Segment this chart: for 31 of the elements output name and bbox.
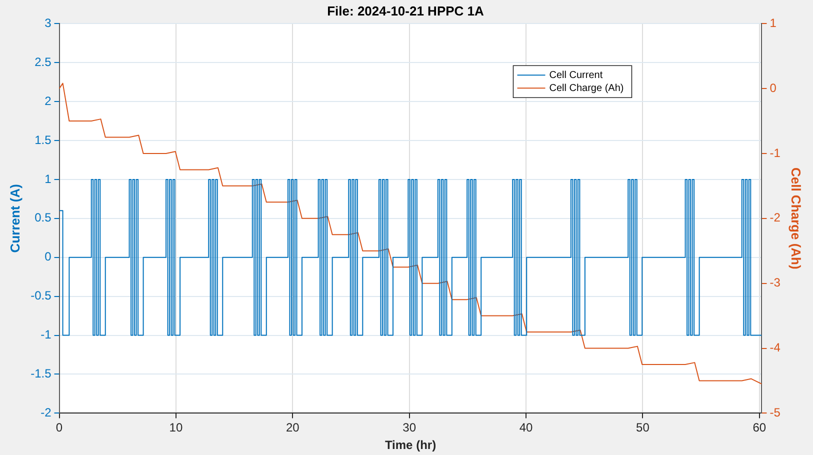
y-tick-label: -1 [40,328,52,342]
y-tick-label: 0 [44,250,52,264]
x-tick-label: 60 [752,420,766,435]
x-axis-title: Time (hr) [384,438,436,452]
x-tick-label: 50 [636,420,650,435]
y2-tick-label: -4 [770,340,781,355]
y-tick-label: -0.5 [30,288,52,303]
y-tick-label: 2.5 [34,54,52,69]
y-tick-label: -2 [40,406,52,420]
y-tick-label: 3 [44,16,52,30]
y-tick-label: 0.5 [34,210,52,225]
y2-tick-label: -5 [770,406,781,420]
legend-label: Cell Charge (Ah) [549,82,624,94]
y2-axis-title: Cell Charge (Ah) [788,167,804,270]
y2-tick-label: -2 [770,210,781,225]
x-tick-label: 20 [286,420,300,435]
x-tick-label: 10 [169,420,183,435]
x-tick-label: 30 [402,420,416,435]
y2-tick-label: -3 [770,276,781,290]
x-tick-label: 0 [56,420,63,435]
y-axis-title: Current (A) [7,184,22,253]
y2-tick-label: 0 [770,80,777,95]
y-tick-label: 2 [44,94,52,108]
y2-tick-label: -1 [770,146,781,160]
legend-label: Cell Current [549,70,603,81]
y-tick-label: -1.5 [30,366,52,381]
x-tick-label: 40 [519,420,534,435]
y-tick-label: 1.5 [34,132,52,147]
y2-tick-label: 1 [770,16,777,30]
y-tick-label: 1 [44,172,52,186]
chart-title: File: 2024-10-21 HPPC 1A [327,3,485,18]
